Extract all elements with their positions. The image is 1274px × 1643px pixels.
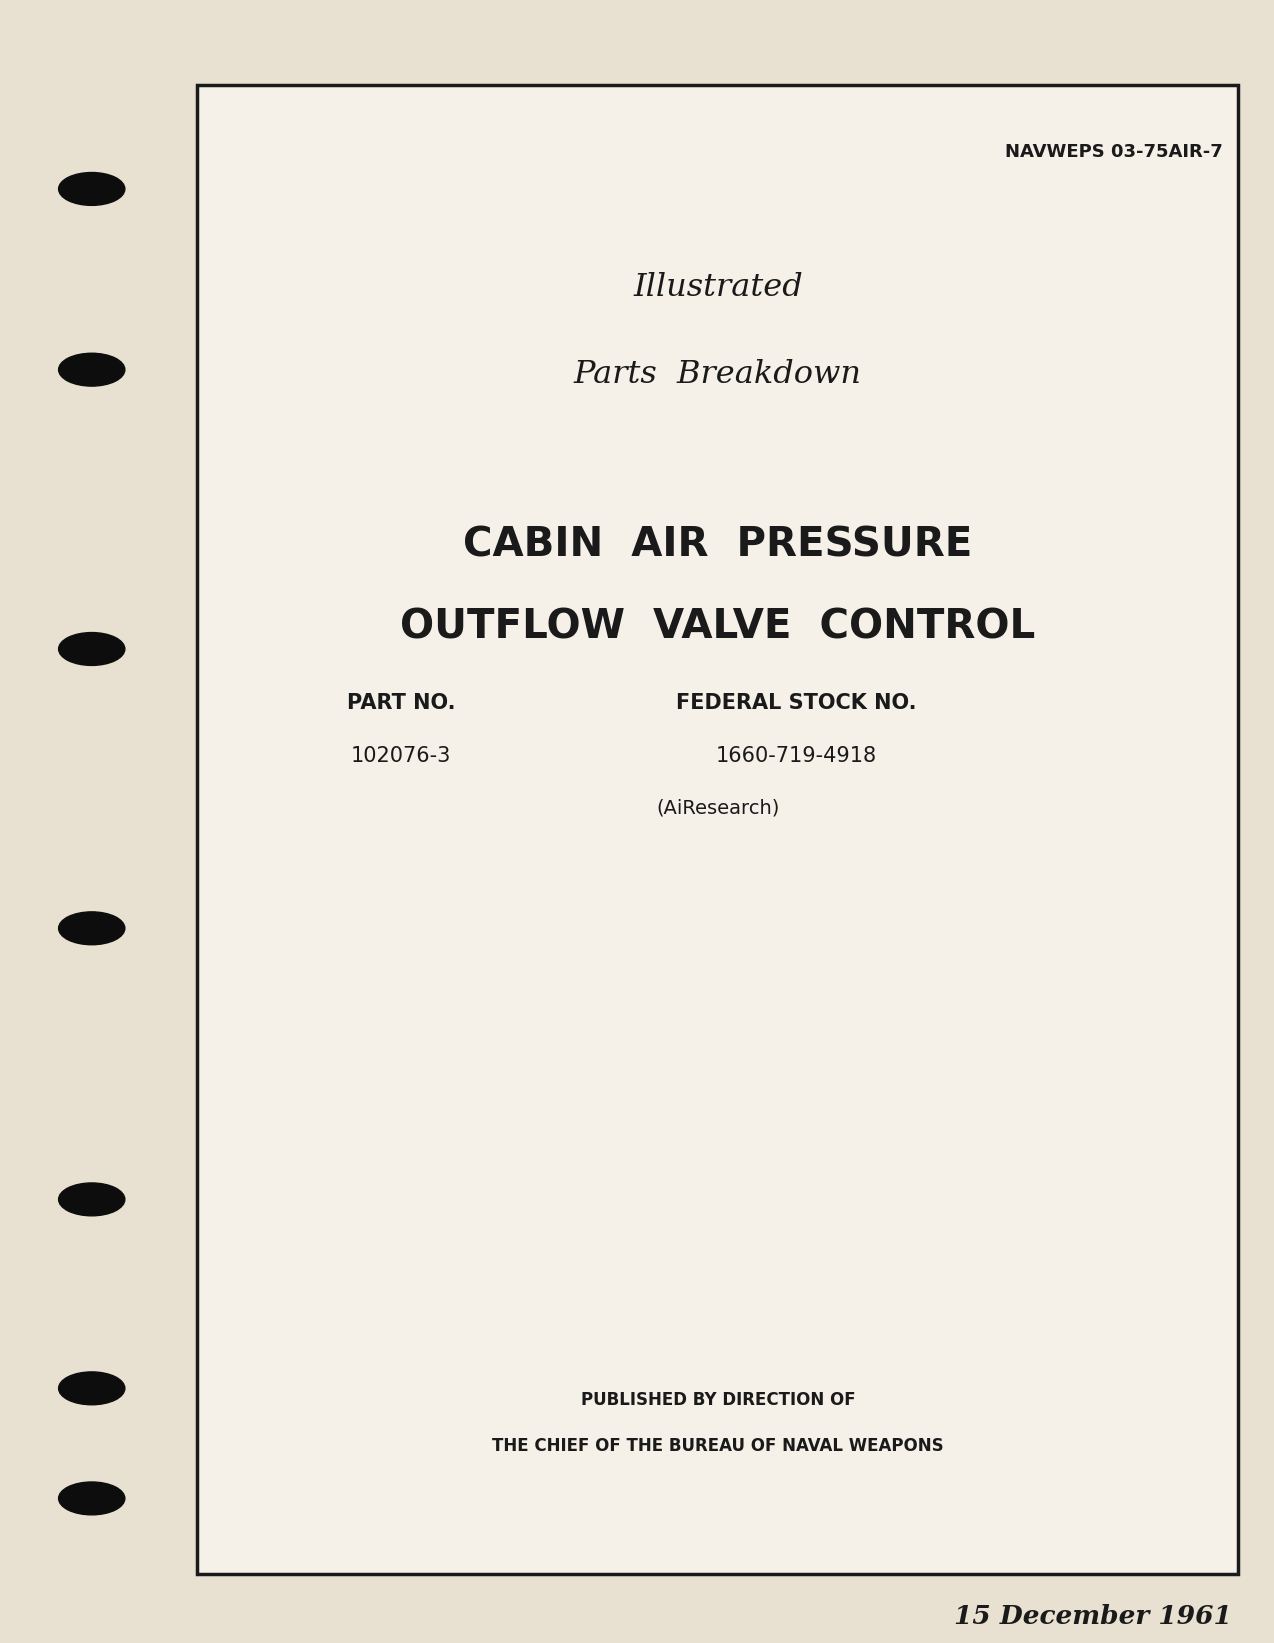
- Text: NAVWEPS 03-75AIR-7: NAVWEPS 03-75AIR-7: [1005, 143, 1223, 161]
- Text: Parts  Breakdown: Parts Breakdown: [573, 360, 862, 389]
- Text: THE CHIEF OF THE BUREAU OF NAVAL WEAPONS: THE CHIEF OF THE BUREAU OF NAVAL WEAPONS: [492, 1438, 944, 1454]
- Ellipse shape: [59, 1183, 125, 1216]
- Text: (AiResearch): (AiResearch): [656, 798, 780, 818]
- Ellipse shape: [59, 1372, 125, 1405]
- Text: OUTFLOW  VALVE  CONTROL: OUTFLOW VALVE CONTROL: [400, 608, 1036, 647]
- Text: PUBLISHED BY DIRECTION OF: PUBLISHED BY DIRECTION OF: [581, 1392, 855, 1408]
- Ellipse shape: [59, 912, 125, 945]
- Text: PART NO.: PART NO.: [347, 693, 456, 713]
- Text: CABIN  AIR  PRESSURE: CABIN AIR PRESSURE: [464, 526, 972, 565]
- Text: 15 December 1961: 15 December 1961: [954, 1604, 1232, 1628]
- Text: FEDERAL STOCK NO.: FEDERAL STOCK NO.: [676, 693, 916, 713]
- Ellipse shape: [59, 633, 125, 665]
- Ellipse shape: [59, 353, 125, 386]
- Bar: [197, 85, 1238, 1574]
- Ellipse shape: [59, 173, 125, 205]
- Text: 102076-3: 102076-3: [352, 746, 451, 766]
- Text: Illustrated: Illustrated: [633, 273, 803, 302]
- Text: 1660-719-4918: 1660-719-4918: [716, 746, 877, 766]
- Ellipse shape: [59, 1482, 125, 1515]
